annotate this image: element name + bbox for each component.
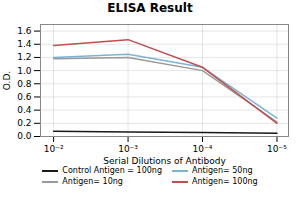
svg-text:0.0: 0.0: [17, 131, 32, 141]
svg-text:0.2: 0.2: [17, 118, 31, 128]
svg-text:10⁻⁵: 10⁻⁵: [267, 144, 287, 154]
html-text:ELISA Result: ELISA Result: [107, 1, 193, 15]
svg-text:0.8: 0.8: [17, 79, 32, 89]
svg-text:1.4: 1.4: [17, 39, 32, 49]
svg-text:Serial Dilutions of Antibody: Serial Dilutions of Antibody: [103, 156, 226, 166]
svg-text:1.0: 1.0: [17, 65, 32, 75]
html-text:Antigen= 50ng: Antigen= 50ng: [192, 166, 253, 175]
svg-text:10⁻⁴: 10⁻⁴: [193, 144, 213, 154]
html-text:Antigen= 10ng: Antigen= 10ng: [62, 177, 123, 186]
svg-text:10⁻³: 10⁻³: [118, 144, 138, 154]
svg-text:1.6: 1.6: [17, 26, 32, 36]
svg-text:1.2: 1.2: [17, 52, 31, 62]
svg-text:0.6: 0.6: [17, 92, 32, 102]
svg-text:0.4: 0.4: [17, 105, 32, 115]
html-text:Antigen= 100ng: Antigen= 100ng: [192, 177, 258, 186]
svg-text:O.D.: O.D.: [2, 71, 12, 90]
html-text:Control Antigen = 100ng: Control Antigen = 100ng: [62, 166, 162, 175]
svg-text:10⁻²: 10⁻²: [44, 144, 64, 154]
